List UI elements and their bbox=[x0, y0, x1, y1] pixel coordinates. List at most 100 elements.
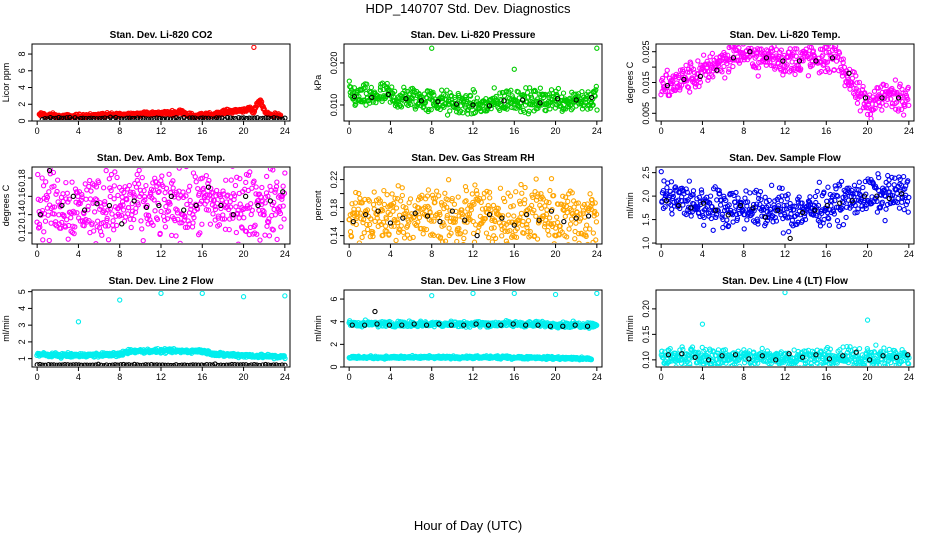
data-point bbox=[725, 223, 732, 229]
data-point bbox=[262, 361, 269, 366]
data-point bbox=[157, 230, 163, 237]
data-point bbox=[348, 84, 354, 90]
data-point bbox=[744, 199, 751, 205]
data-point bbox=[113, 222, 120, 229]
data-point bbox=[831, 211, 838, 217]
data-point bbox=[575, 230, 582, 237]
data-point bbox=[193, 179, 199, 185]
data-point bbox=[259, 199, 265, 205]
y-tick-label: 1.5 bbox=[641, 213, 651, 226]
data-point bbox=[900, 90, 906, 96]
data-point bbox=[462, 229, 468, 235]
data-point bbox=[93, 362, 99, 366]
data-point bbox=[418, 98, 425, 104]
y-tick-label: 0.025 bbox=[641, 40, 651, 63]
data-point bbox=[572, 322, 578, 328]
data-point bbox=[205, 207, 212, 213]
data-point bbox=[410, 251, 414, 255]
data-point bbox=[229, 361, 235, 366]
data-point bbox=[104, 217, 110, 224]
data-point bbox=[399, 322, 405, 328]
data-point bbox=[65, 236, 71, 242]
data-point bbox=[515, 89, 521, 95]
data-point bbox=[228, 177, 234, 183]
data-point bbox=[734, 215, 741, 222]
data-point bbox=[113, 114, 119, 120]
data-point bbox=[778, 47, 784, 53]
data-point bbox=[197, 230, 203, 236]
data-point bbox=[826, 222, 833, 228]
data-point bbox=[747, 49, 753, 55]
y-axis-label: ml/min bbox=[313, 315, 323, 342]
data-point bbox=[272, 212, 279, 218]
data-point bbox=[906, 194, 912, 201]
data-point bbox=[389, 191, 395, 197]
data-point bbox=[185, 188, 192, 194]
data-point bbox=[83, 196, 89, 202]
data-point bbox=[424, 213, 431, 219]
data-point bbox=[118, 212, 125, 218]
x-tick-label: 24 bbox=[904, 126, 914, 136]
data-point bbox=[86, 218, 92, 224]
data-point bbox=[182, 214, 188, 220]
data-point bbox=[120, 361, 127, 366]
data-point bbox=[77, 200, 83, 207]
data-point bbox=[467, 93, 474, 99]
data-point bbox=[39, 116, 45, 120]
data-point bbox=[719, 69, 725, 75]
data-point bbox=[88, 115, 94, 120]
data-point bbox=[424, 193, 431, 199]
data-point bbox=[860, 83, 866, 90]
data-point bbox=[100, 209, 106, 215]
x-tick-label: 8 bbox=[429, 372, 434, 382]
data-point bbox=[485, 322, 492, 328]
data-point bbox=[168, 362, 174, 366]
data-point bbox=[346, 78, 352, 84]
data-point bbox=[726, 202, 732, 208]
data-point bbox=[816, 179, 822, 185]
data-point bbox=[46, 189, 52, 195]
data-point bbox=[889, 174, 895, 181]
data-point bbox=[185, 218, 191, 224]
data-point bbox=[173, 189, 179, 195]
data-point bbox=[262, 200, 268, 206]
data-point bbox=[232, 362, 238, 366]
data-point bbox=[546, 199, 552, 206]
data-point bbox=[439, 87, 445, 93]
x-tick-label: 0 bbox=[35, 126, 40, 136]
data-point bbox=[237, 362, 244, 366]
data-point bbox=[773, 46, 780, 53]
data-point bbox=[436, 193, 442, 199]
data-point bbox=[53, 191, 59, 197]
data-point bbox=[416, 205, 422, 211]
data-point bbox=[676, 202, 682, 209]
data-point bbox=[879, 100, 885, 106]
data-point bbox=[780, 230, 786, 236]
data-point bbox=[98, 362, 104, 366]
data-point bbox=[251, 362, 257, 366]
y-tick-label: 4 bbox=[17, 85, 27, 90]
data-point bbox=[849, 75, 856, 81]
data-point bbox=[511, 213, 517, 219]
data-point bbox=[280, 203, 286, 209]
data-point bbox=[423, 322, 430, 328]
data-point bbox=[432, 195, 438, 201]
data-point bbox=[779, 185, 785, 191]
data-point bbox=[387, 211, 393, 218]
data-point bbox=[196, 190, 202, 197]
data-point bbox=[876, 99, 882, 106]
data-point bbox=[170, 362, 177, 366]
data-point bbox=[536, 217, 542, 223]
data-point bbox=[37, 212, 43, 218]
data-point bbox=[444, 212, 450, 219]
data-point bbox=[744, 217, 750, 223]
data-point bbox=[851, 182, 858, 188]
data-point bbox=[515, 220, 521, 226]
data-point bbox=[519, 190, 525, 196]
data-point bbox=[65, 362, 71, 366]
data-point bbox=[785, 191, 791, 197]
data-point bbox=[220, 188, 226, 194]
x-tick-label: 8 bbox=[741, 249, 746, 259]
data-point bbox=[704, 58, 710, 64]
